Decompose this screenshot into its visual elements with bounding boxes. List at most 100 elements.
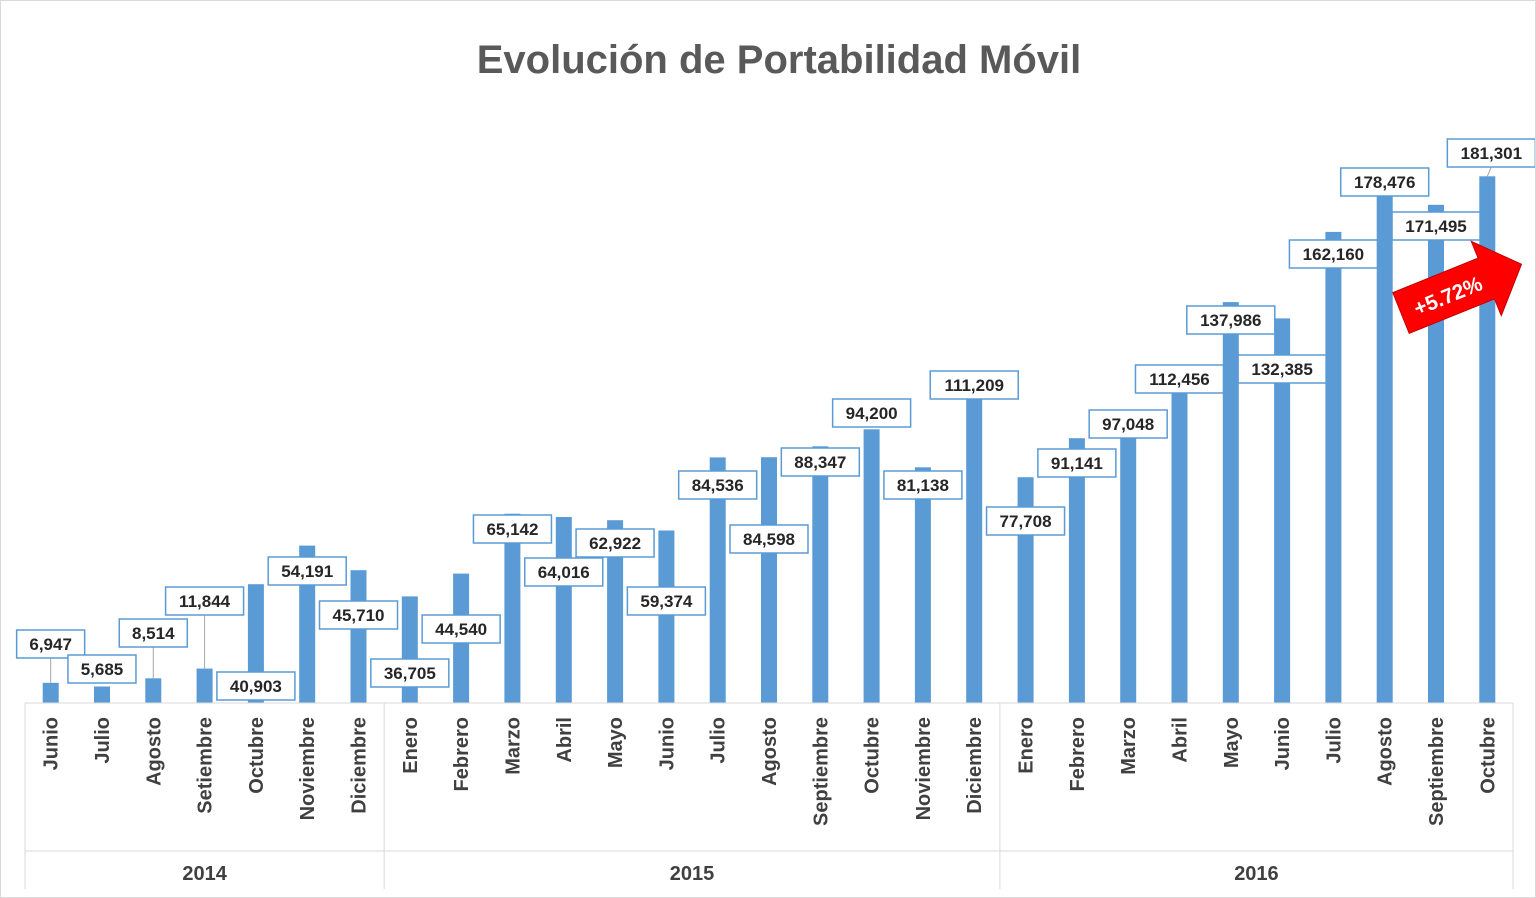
category-label: Marzo — [502, 717, 524, 775]
bar — [350, 570, 367, 703]
bar — [504, 513, 521, 703]
category-label: Julio — [1323, 717, 1345, 764]
data-label-box — [985, 506, 1066, 536]
data-label: 44,540 — [435, 620, 487, 639]
category-label: Mayo — [1221, 717, 1243, 768]
data-label-box — [15, 629, 86, 659]
category-label: Octubre — [1477, 717, 1499, 794]
data-label-box — [524, 557, 604, 587]
bar — [1171, 376, 1188, 703]
data-label: 64,016 — [538, 563, 590, 582]
bar — [1222, 302, 1239, 703]
category-label: Septiembre — [1426, 717, 1448, 826]
bar — [863, 429, 880, 703]
category-label: Agosto — [143, 717, 165, 786]
data-label: 36,705 — [384, 664, 436, 683]
category-label: Marzo — [1118, 717, 1140, 775]
data-label: 6,947 — [29, 635, 72, 654]
category-label: Julio — [708, 717, 730, 764]
data-label: 11,844 — [179, 592, 231, 611]
category-label: Junio — [1272, 717, 1294, 770]
data-label: 112,456 — [1149, 370, 1210, 389]
bar — [42, 682, 59, 703]
data-label-box — [626, 586, 707, 616]
category-label: Septiembre — [810, 717, 832, 826]
data-label-box — [1339, 167, 1430, 197]
data-label: 178,476 — [1354, 173, 1415, 192]
data-label-box — [472, 514, 553, 544]
data-label: 84,536 — [692, 476, 744, 495]
category-label: Diciembre — [349, 717, 371, 814]
category-label: Octubre — [862, 717, 884, 794]
category-label: Octubre — [246, 717, 268, 794]
category-label: Abril — [554, 717, 576, 763]
data-label-box — [1186, 305, 1276, 335]
category-label: Diciembre — [964, 717, 986, 814]
leader-line — [1486, 166, 1492, 177]
data-label-box — [370, 658, 450, 688]
year-label: 2014 — [182, 863, 227, 885]
data-label: 40,903 — [230, 677, 282, 696]
data-label: 65,142 — [486, 520, 538, 539]
data-label: 171,495 — [1405, 217, 1466, 236]
year-label: 2016 — [1234, 863, 1279, 885]
bar — [196, 668, 213, 703]
data-label: 162,160 — [1303, 245, 1364, 264]
category-label: Junio — [656, 717, 678, 770]
data-label-box — [1237, 354, 1327, 384]
data-label: 97,048 — [1102, 415, 1154, 434]
bar — [761, 457, 777, 703]
data-label: 62,922 — [589, 534, 641, 553]
data-label-box — [421, 614, 501, 644]
category-label: Noviembre — [297, 717, 319, 820]
bar — [94, 686, 110, 703]
data-label-box — [1134, 364, 1225, 394]
category-label: Mayo — [605, 717, 627, 768]
data-label-box — [1446, 138, 1535, 168]
category-label: Febrero — [451, 717, 473, 791]
year-label: 2015 — [670, 863, 715, 885]
category-label: Enero — [400, 717, 422, 774]
data-label-box — [267, 556, 347, 586]
bar — [914, 467, 931, 703]
data-label: 59,374 — [640, 592, 693, 611]
bar — [1325, 231, 1342, 703]
data-label-box — [1288, 239, 1379, 269]
data-label: 91,141 — [1051, 454, 1103, 473]
data-label: 132,385 — [1251, 360, 1312, 379]
bar — [1120, 421, 1137, 703]
bar — [555, 517, 572, 703]
bar — [658, 530, 675, 703]
bar — [1274, 318, 1291, 703]
bar — [1376, 184, 1393, 703]
category-label: Abril — [1169, 717, 1191, 763]
data-label-box — [575, 528, 655, 558]
data-label: 8,514 — [132, 624, 175, 643]
data-label-box — [929, 370, 1019, 400]
bar — [1479, 176, 1496, 704]
category-label: Enero — [1016, 717, 1038, 774]
growth-callout: +5.72% — [1392, 240, 1523, 335]
bar — [812, 446, 829, 703]
category-label: Febrero — [1067, 717, 1089, 791]
data-label: 94,200 — [846, 404, 898, 423]
category-axis: Junio Julio Agosto Setiembre Octubre Noviembr… — [24, 702, 1514, 889]
bar — [1068, 438, 1085, 703]
data-label-box — [216, 671, 296, 701]
data-label-box — [1391, 211, 1481, 241]
data-label: 111,209 — [944, 376, 1004, 395]
data-label-box — [67, 654, 137, 684]
bar — [145, 678, 162, 703]
data-label: 84,598 — [743, 530, 795, 549]
category-label: Agosto — [1375, 717, 1397, 786]
callout-arrow-icon — [1392, 240, 1523, 335]
category-label: Setiembre — [195, 717, 217, 814]
data-label: 45,710 — [333, 606, 385, 625]
data-label-box — [883, 470, 963, 500]
data-label: 137,986 — [1200, 311, 1261, 330]
data-label-box — [780, 447, 861, 477]
data-label-box — [1037, 448, 1117, 478]
data-label: 181,301 — [1461, 144, 1522, 163]
chart-title: Evolución de Portabilidad Móvil — [477, 38, 1082, 82]
